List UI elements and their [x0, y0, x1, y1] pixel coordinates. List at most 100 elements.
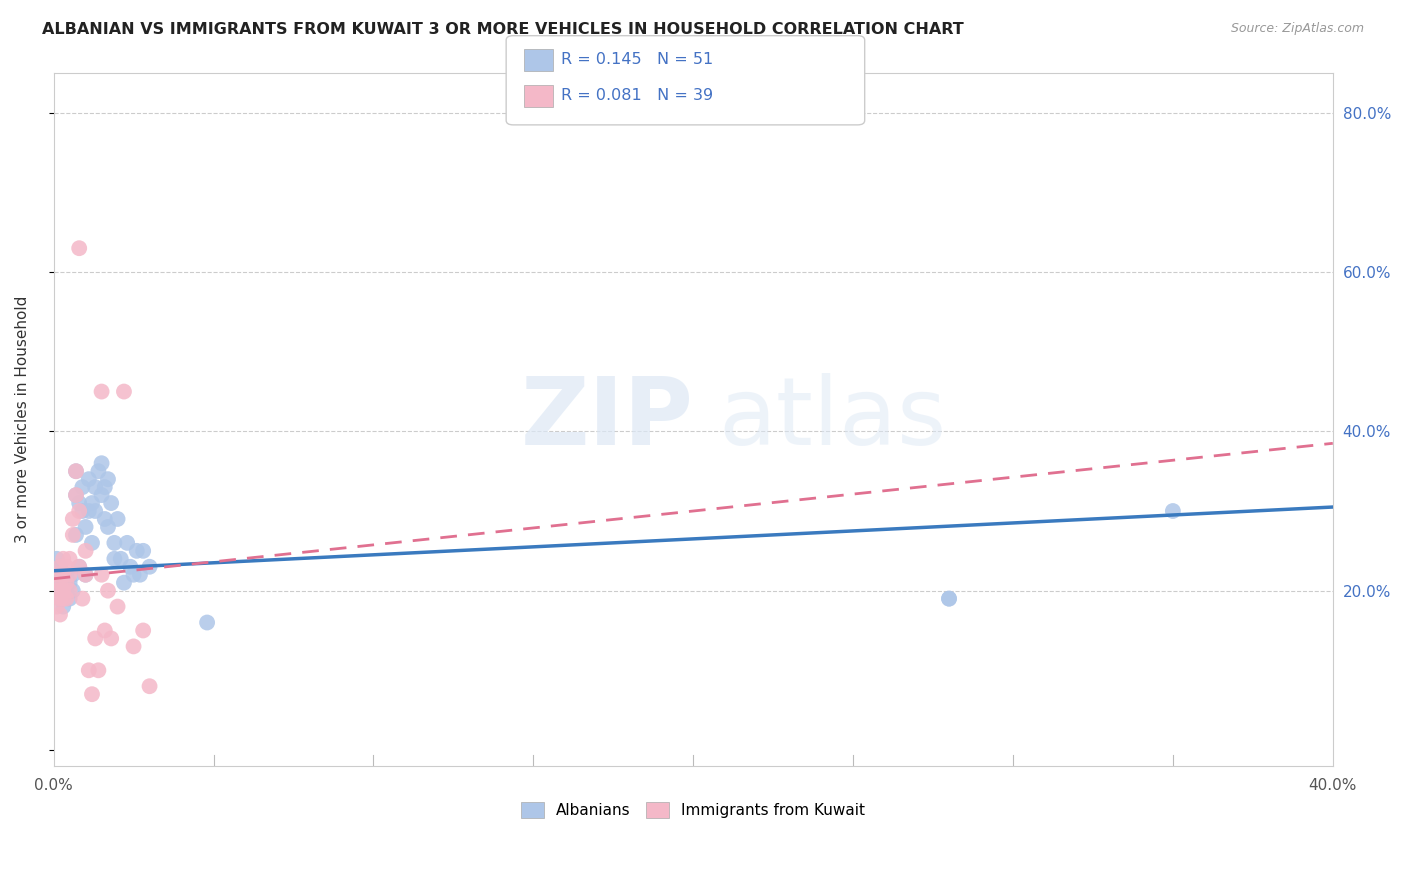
Point	[195, 615, 218, 630]
Point	[100, 632, 122, 646]
Y-axis label: 3 or more Vehicles in Household: 3 or more Vehicles in Household	[15, 296, 30, 543]
Point	[87, 464, 110, 478]
Point	[49, 591, 72, 606]
Point	[132, 624, 155, 638]
Point	[132, 544, 155, 558]
Point	[49, 559, 72, 574]
Point	[62, 583, 84, 598]
Point	[87, 663, 110, 677]
Point	[84, 632, 107, 646]
Point	[59, 583, 82, 598]
Point	[77, 472, 100, 486]
Point	[75, 520, 97, 534]
Point	[75, 544, 97, 558]
Text: R = 0.081   N = 39: R = 0.081 N = 39	[561, 88, 713, 103]
Point	[103, 551, 125, 566]
Point	[55, 567, 77, 582]
Point	[49, 559, 72, 574]
Point	[103, 536, 125, 550]
Point	[67, 559, 90, 574]
Point	[65, 528, 87, 542]
Point	[65, 464, 87, 478]
Text: ZIP: ZIP	[520, 374, 693, 466]
Point	[45, 551, 67, 566]
Point	[138, 679, 160, 693]
Point	[67, 559, 90, 574]
Point	[110, 551, 132, 566]
Point	[52, 551, 75, 566]
Point	[112, 384, 135, 399]
Point	[49, 575, 72, 590]
Point	[77, 504, 100, 518]
Point	[67, 496, 90, 510]
Point	[59, 591, 82, 606]
Point	[938, 591, 960, 606]
Point	[75, 567, 97, 582]
Legend: Albanians, Immigrants from Kuwait: Albanians, Immigrants from Kuwait	[515, 796, 872, 824]
Point	[52, 575, 75, 590]
Point	[138, 559, 160, 574]
Point	[52, 567, 75, 582]
Point	[122, 640, 145, 654]
Point	[52, 567, 75, 582]
Point	[129, 567, 152, 582]
Point	[45, 583, 67, 598]
Point	[90, 488, 112, 502]
Point	[59, 567, 82, 582]
Point	[84, 480, 107, 494]
Point	[62, 567, 84, 582]
Point	[55, 591, 77, 606]
Point	[122, 567, 145, 582]
Text: ALBANIAN VS IMMIGRANTS FROM KUWAIT 3 OR MORE VEHICLES IN HOUSEHOLD CORRELATION C: ALBANIAN VS IMMIGRANTS FROM KUWAIT 3 OR …	[42, 22, 965, 37]
Point	[52, 583, 75, 598]
Point	[55, 575, 77, 590]
Point	[45, 575, 67, 590]
Point	[100, 496, 122, 510]
Point	[94, 512, 117, 526]
Point	[65, 488, 87, 502]
Point	[55, 559, 77, 574]
Point	[107, 512, 129, 526]
Point	[59, 551, 82, 566]
Point	[45, 567, 67, 582]
Point	[52, 591, 75, 606]
Point	[90, 567, 112, 582]
Point	[65, 464, 87, 478]
Point	[77, 663, 100, 677]
Text: Source: ZipAtlas.com: Source: ZipAtlas.com	[1230, 22, 1364, 36]
Point	[80, 496, 103, 510]
Text: R = 0.145   N = 51: R = 0.145 N = 51	[561, 53, 713, 67]
Point	[65, 488, 87, 502]
Point	[75, 567, 97, 582]
Point	[72, 591, 94, 606]
Point	[45, 599, 67, 614]
Point	[107, 599, 129, 614]
Point	[97, 472, 120, 486]
Point	[49, 607, 72, 622]
Point	[115, 536, 138, 550]
Point	[938, 591, 960, 606]
Point	[67, 504, 90, 518]
Point	[94, 624, 117, 638]
Point	[112, 575, 135, 590]
Point	[55, 583, 77, 598]
Point	[49, 591, 72, 606]
Point	[67, 241, 90, 255]
Point	[52, 599, 75, 614]
Point	[125, 544, 148, 558]
Point	[59, 575, 82, 590]
Point	[97, 583, 120, 598]
Point	[90, 384, 112, 399]
Point	[84, 504, 107, 518]
Point	[49, 583, 72, 598]
Point	[90, 456, 112, 470]
Point	[80, 687, 103, 701]
Point	[62, 512, 84, 526]
Point	[120, 559, 142, 574]
Point	[94, 480, 117, 494]
Point	[72, 480, 94, 494]
Point	[62, 528, 84, 542]
Point	[72, 504, 94, 518]
Point	[97, 520, 120, 534]
Point	[1161, 504, 1184, 518]
